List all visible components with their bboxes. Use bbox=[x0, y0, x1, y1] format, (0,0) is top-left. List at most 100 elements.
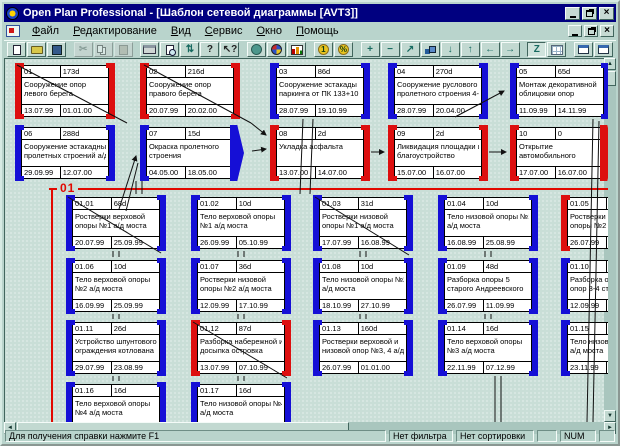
task-description: Тело низовой опоры №1 а/д моста bbox=[447, 212, 529, 230]
task-box[interactable]: 05 65d Монтаж декоративной облицовки опор… bbox=[510, 63, 608, 119]
task-id: 01.13 bbox=[320, 323, 359, 334]
task-box[interactable]: 06 288d Сооружение эстакадных пролетных с… bbox=[15, 125, 115, 181]
task-finish-date: 05.10.99 bbox=[238, 238, 268, 247]
task-box[interactable]: 08 2d Укладка асфальта 13.07.00 14.07.00 bbox=[270, 125, 370, 181]
print-preview-icon bbox=[165, 44, 176, 56]
window-layout-2-button[interactable] bbox=[594, 42, 614, 57]
menu-item-tools[interactable]: Сервис bbox=[204, 25, 243, 37]
task-box[interactable]: 02 216d Сооружение опор правого берега 20… bbox=[140, 63, 240, 119]
histogram-button[interactable] bbox=[287, 42, 307, 57]
task-start-date: 29.09.99 bbox=[22, 167, 61, 178]
cut-button[interactable]: ✂ bbox=[73, 42, 93, 57]
save-button[interactable] bbox=[47, 42, 66, 57]
task-duration: 26d bbox=[113, 324, 127, 333]
task-box[interactable]: 10 0 Открытие автомобильного 17.07.00 16.… bbox=[510, 125, 608, 181]
import-export-button[interactable]: ⇅ bbox=[180, 42, 200, 57]
context-help-button[interactable]: ↖? bbox=[220, 42, 240, 57]
scroll-down-icon[interactable]: ▼ bbox=[604, 410, 616, 422]
task-start-date: 28.07.99 bbox=[395, 105, 434, 116]
task-id: 09 bbox=[395, 128, 434, 139]
task-right-bracket bbox=[479, 125, 488, 181]
task-box[interactable]: 01.03 31d Ростверки низовой опоры №1 а/д … bbox=[313, 195, 413, 251]
minimize-button[interactable] bbox=[565, 6, 580, 20]
task-box[interactable]: 01.09 48d Разборка опоры 5 старого Андрее… bbox=[438, 258, 538, 314]
task-right-bracket bbox=[529, 195, 538, 251]
task-box[interactable]: 07 15d Окраска пролетного строения 04.05.… bbox=[140, 125, 244, 181]
mdi-minimize-button[interactable] bbox=[568, 25, 582, 37]
arrow-right-button[interactable]: → bbox=[500, 42, 520, 57]
help-icon: ? bbox=[206, 43, 213, 55]
link-activities-icon bbox=[424, 45, 436, 54]
status-circle-button[interactable] bbox=[247, 42, 267, 57]
cut-icon: ✂ bbox=[79, 43, 88, 55]
menu-item-view[interactable]: Вид bbox=[170, 25, 191, 37]
task-box[interactable]: 01.08 10d Тело низовой опоры №2 а/д моста… bbox=[313, 258, 413, 314]
cost-units-button[interactable]: 1 bbox=[313, 42, 333, 57]
calendar-grid-icon bbox=[550, 44, 563, 55]
task-card: 07 15d Окраска пролетного строения 04.05.… bbox=[146, 127, 234, 179]
task-left-bracket bbox=[510, 125, 519, 181]
mdi-close-button[interactable]: × bbox=[600, 25, 614, 37]
menu-item-window[interactable]: Окно bbox=[256, 25, 283, 37]
copy-icon bbox=[97, 44, 104, 53]
task-box[interactable]: 01.02 10d Тело верховой опоры №1 а/д мост… bbox=[191, 195, 291, 251]
task-start-date: 16.09.99 bbox=[73, 300, 112, 311]
task-box[interactable]: 01.14 16d Тело верховой опоры №3 а/д мост… bbox=[438, 320, 538, 376]
task-finish-date: 27.10.99 bbox=[360, 301, 390, 310]
task-left-bracket bbox=[191, 258, 200, 314]
help-button[interactable]: ? bbox=[200, 42, 220, 57]
arrow-left-button[interactable]: ← bbox=[480, 42, 500, 57]
task-box[interactable]: 01 173d Сооружение опор левого берега 13.… bbox=[15, 63, 115, 119]
open-file-button[interactable] bbox=[27, 42, 46, 57]
menu-item-edit[interactable]: Редактирование bbox=[73, 25, 157, 37]
calendar-grid-button[interactable] bbox=[547, 42, 567, 57]
arrow-up-button[interactable]: ↑ bbox=[460, 42, 480, 57]
task-finish-date: 17.10.99 bbox=[238, 301, 268, 310]
task-box[interactable]: 04 270d Сооружение руслового пролетного с… bbox=[388, 63, 488, 119]
task-id: 01.03 bbox=[320, 198, 359, 209]
task-box[interactable]: 01.15 Тело низовоа/д моста 23.11.99 bbox=[561, 320, 608, 376]
add-activity-button[interactable]: + bbox=[360, 42, 380, 57]
task-box[interactable]: 01.12 87d Разборка набережной и досыпка о… bbox=[191, 320, 291, 376]
zigzag-view-button[interactable]: Z bbox=[527, 42, 547, 57]
cost-percent-button[interactable]: % bbox=[333, 42, 353, 57]
task-box[interactable]: 01.10 Разборка осопор 3-4 ста 12.09.99 bbox=[561, 258, 608, 314]
new-document-button[interactable] bbox=[7, 42, 26, 57]
move-activity-button[interactable]: ↗ bbox=[400, 42, 420, 57]
print-preview-button[interactable] bbox=[160, 42, 180, 57]
task-box[interactable]: 03 86d Сооружение эстакады паркинга от ПК… bbox=[270, 63, 370, 119]
restore-button[interactable] bbox=[582, 6, 597, 20]
task-finish-date bbox=[607, 362, 608, 373]
task-right-bracket bbox=[529, 258, 538, 314]
copy-button[interactable] bbox=[93, 42, 113, 57]
task-description: Разборка осопор 3-4 ста bbox=[570, 275, 608, 293]
task-box[interactable]: 01.16 16d Тело верховой опоры №4 а/д мост… bbox=[66, 382, 166, 422]
task-box[interactable]: 01.11 26d Устройство шпунтового ограждени… bbox=[66, 320, 166, 376]
menu-item-help[interactable]: Помощь bbox=[296, 25, 339, 37]
task-box[interactable]: 01.13 160d Ростверки верховой и низовой о… bbox=[313, 320, 413, 376]
task-box[interactable]: 01.07 36d Ростверки низовой опоры №2 а/д … bbox=[191, 258, 291, 314]
link-activities-button[interactable] bbox=[420, 42, 440, 57]
diagram-canvas[interactable]: 01 01 173d Сооружение опор левого берега … bbox=[4, 58, 608, 422]
task-box[interactable]: 01.01 68d Ростверки верховой опоры №1 а/д… bbox=[66, 195, 166, 251]
paste-button[interactable] bbox=[113, 42, 133, 57]
task-box[interactable]: 09 2d Ликвидация площадки и благоустройст… bbox=[388, 125, 488, 181]
arrow-down-button[interactable]: ↓ bbox=[440, 42, 460, 57]
group-frame-left-line bbox=[51, 188, 53, 422]
print-button[interactable] bbox=[140, 42, 160, 57]
task-box[interactable]: 01.17 16d Тело низовой опоры №4 а/д моста bbox=[191, 382, 291, 422]
mdi-restore-button[interactable] bbox=[584, 25, 598, 37]
task-finish-date: 25.08.99 bbox=[485, 238, 515, 247]
task-box[interactable]: 01.04 10d Тело низовой опоры №1 а/д моста… bbox=[438, 195, 538, 251]
window-layout-1-button[interactable] bbox=[574, 42, 594, 57]
palette-button[interactable] bbox=[267, 42, 287, 57]
task-finish-date: 01.01.00 bbox=[62, 106, 92, 115]
remove-activity-button[interactable]: − bbox=[380, 42, 400, 57]
menu-item-file[interactable]: Файл bbox=[32, 25, 60, 37]
close-button[interactable]: × bbox=[599, 6, 614, 20]
task-id: 01.07 bbox=[198, 261, 237, 272]
close-icon: × bbox=[604, 25, 610, 36]
task-description: Сооружение эстакадных пролетных строений … bbox=[24, 142, 106, 160]
task-box[interactable]: 01.06 10d Тело верховой опоры №2 а/д мост… bbox=[66, 258, 166, 314]
